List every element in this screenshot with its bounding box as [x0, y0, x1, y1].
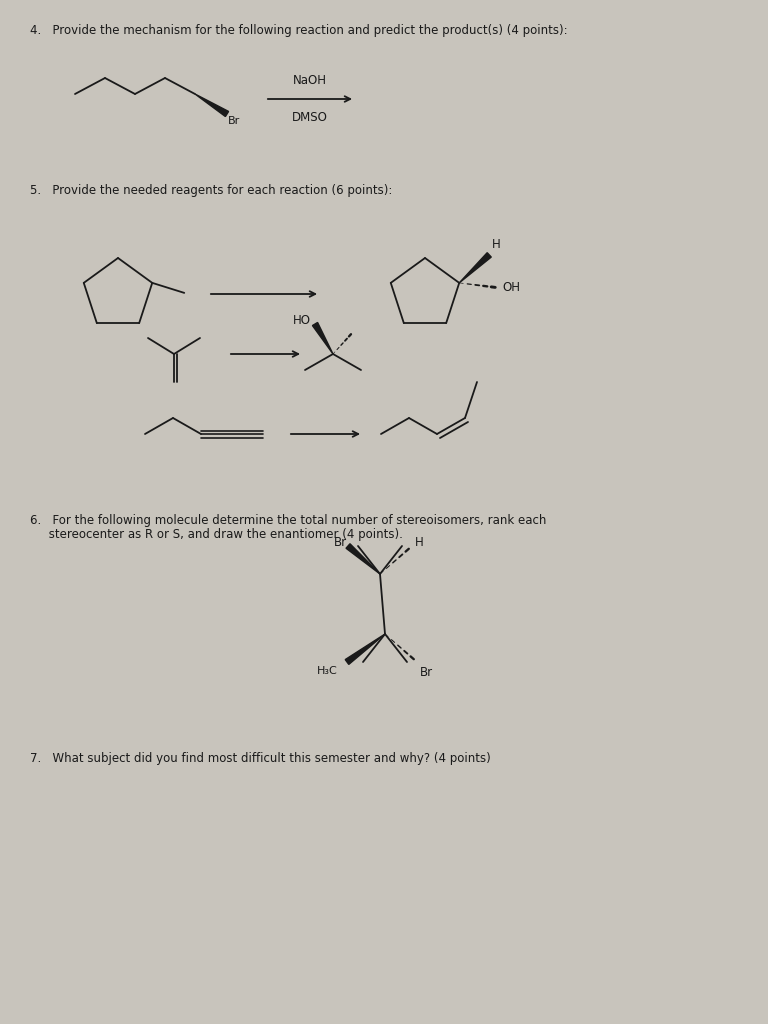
Text: H₃C: H₃C [317, 666, 338, 676]
Polygon shape [195, 94, 229, 117]
Text: 4.   Provide the mechanism for the following reaction and predict the product(s): 4. Provide the mechanism for the followi… [30, 24, 568, 37]
Text: DMSO: DMSO [292, 111, 328, 124]
Text: Br: Br [334, 537, 347, 550]
Text: H: H [492, 238, 501, 251]
Text: NaOH: NaOH [293, 74, 327, 87]
Text: stereocenter as R or S, and draw the enantiomer (4 points).: stereocenter as R or S, and draw the ena… [30, 528, 403, 541]
Text: 7.   What subject did you find most difficult this semester and why? (4 points): 7. What subject did you find most diffic… [30, 752, 491, 765]
Polygon shape [346, 634, 385, 665]
Text: HO: HO [293, 313, 311, 327]
Polygon shape [313, 323, 333, 354]
Polygon shape [459, 253, 492, 283]
Text: Br: Br [420, 666, 433, 679]
Text: 6.   For the following molecule determine the total number of stereoisomers, ran: 6. For the following molecule determine … [30, 514, 546, 527]
Text: H: H [415, 537, 424, 550]
Text: OH: OH [502, 282, 520, 294]
Text: Br: Br [228, 116, 240, 126]
Polygon shape [346, 544, 380, 574]
Text: 5.   Provide the needed reagents for each reaction (6 points):: 5. Provide the needed reagents for each … [30, 184, 392, 197]
